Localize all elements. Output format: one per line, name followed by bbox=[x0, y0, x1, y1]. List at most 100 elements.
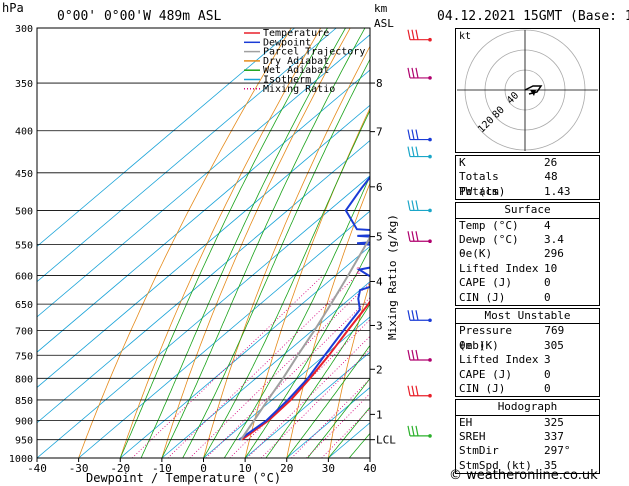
asl-label: ASL bbox=[374, 17, 394, 30]
wind-barb-flag bbox=[407, 231, 411, 242]
wind-barb-flag bbox=[407, 310, 411, 321]
y2-axis-label: Mixing Ratio (g/kg) bbox=[386, 214, 399, 340]
mixing-ratio-label: 3 bbox=[377, 267, 382, 276]
surface-row: θe(K) 296 bbox=[459, 247, 564, 261]
index-row-k: K 26 bbox=[459, 156, 558, 169]
wind-barb-flag bbox=[415, 67, 419, 79]
pressure-tick-label: 650 bbox=[15, 300, 33, 311]
pressure-tick-label: 300 bbox=[15, 24, 33, 35]
pressure-tick-label: 450 bbox=[15, 169, 33, 180]
wind-barb-point bbox=[428, 393, 432, 398]
km-tick-label: 8 bbox=[376, 77, 383, 90]
wind-barb-flag bbox=[415, 310, 419, 321]
hodograph-row: StmSpd (kt) 35 bbox=[459, 458, 558, 472]
wet-adiabat bbox=[328, 406, 370, 458]
datetime-title: 04.12.2021 15GMT (Base: 12) bbox=[437, 9, 629, 24]
temp-tick-label: -20 bbox=[110, 462, 130, 475]
wind-barb-point bbox=[428, 137, 432, 142]
isotherm bbox=[119, 245, 370, 458]
hodograph-row: EH 325 bbox=[459, 415, 564, 429]
wind-barb-point bbox=[428, 318, 432, 323]
wind-barb-flag bbox=[407, 146, 411, 157]
mixing-ratio-label: 2 bbox=[356, 267, 361, 276]
isotherm bbox=[37, 69, 370, 353]
legend-entry: Wet Adiabat bbox=[263, 65, 329, 76]
wind-barb-flag bbox=[411, 349, 415, 361]
mixing-ratio-label: 8 bbox=[431, 267, 436, 276]
skewt-plot-lines: 2 3 4 6 8 10 16 20 25 bbox=[37, 28, 629, 458]
km-label: km bbox=[374, 2, 388, 15]
surface-title: Surface bbox=[456, 203, 599, 219]
dry-adiabat bbox=[78, 28, 292, 458]
pressure-tick-label: 600 bbox=[15, 272, 33, 283]
wind-barb-point bbox=[428, 208, 432, 213]
wind-barb-flag bbox=[415, 200, 419, 211]
pressure-tick-label: 550 bbox=[15, 240, 33, 251]
km-tick-label: 2 bbox=[376, 363, 383, 376]
index-row-pw: PW (cm) 1.43 bbox=[459, 184, 571, 198]
km-tick-label: 5 bbox=[376, 231, 383, 244]
unstable-row: Lifted Index 3 bbox=[459, 353, 551, 367]
surface-row: CAPE (J) 0 bbox=[459, 276, 551, 290]
wind-barb-point bbox=[428, 154, 432, 159]
wind-barb-flag bbox=[407, 67, 411, 79]
isotherm bbox=[203, 316, 370, 458]
pressure-tick-label: 350 bbox=[15, 79, 33, 90]
surface-row: Dewp (°C) 3.4 bbox=[459, 232, 564, 246]
legend-entry: Mixing Ratio bbox=[263, 84, 335, 95]
surface-box: Surface Temp (°C) 4 Dewp (°C) 3.4 θe(K) 296… bbox=[455, 202, 600, 306]
wind-barb-flag bbox=[407, 200, 411, 211]
wind-barb-point bbox=[428, 37, 432, 42]
temp-tick-label: 10 bbox=[239, 462, 252, 475]
isotherm bbox=[37, 139, 370, 424]
hodograph-frame bbox=[455, 28, 600, 153]
km-tick-label: 1 bbox=[376, 408, 383, 421]
wind-barb-point bbox=[428, 434, 432, 438]
pressure-tick-label: 1000 bbox=[9, 454, 33, 465]
wind-barb-flag bbox=[415, 425, 419, 437]
mixing-ratio-line bbox=[247, 335, 370, 458]
mixing-ratio-line bbox=[189, 282, 370, 458]
dry-adiabat bbox=[618, 28, 629, 458]
unstable-row: Pressure (mb) 769 bbox=[459, 324, 565, 352]
legend-entry: Dry Adiabat bbox=[263, 56, 329, 67]
wind-barb-point bbox=[428, 76, 432, 80]
mixing-ratio-label: 10 bbox=[442, 267, 452, 276]
wind-barb-point bbox=[428, 239, 432, 244]
hodograph-row: SREH 337 bbox=[459, 430, 564, 444]
wind-barb-flag bbox=[415, 385, 419, 396]
km-tick-label: 6 bbox=[376, 181, 383, 194]
wind-barb-flag bbox=[415, 349, 419, 361]
hodograph-row: StmDir 297° bbox=[459, 444, 571, 458]
pressure-tick-label: 750 bbox=[15, 351, 33, 362]
wind-barb-flag bbox=[411, 129, 415, 140]
pressure-tick-label: 950 bbox=[15, 436, 33, 447]
wind-barb-flag bbox=[411, 310, 415, 321]
hodograph-box: Hodograph EH 325 SREH 337 StmDir 297° StmSp… bbox=[455, 399, 600, 475]
isotherm bbox=[37, 175, 370, 458]
isotherm bbox=[161, 281, 370, 458]
location-title: 0°00' 0°00'W 489m ASL bbox=[57, 9, 222, 24]
wet-adiabat bbox=[265, 303, 370, 458]
legend-entry: Dewpoint bbox=[263, 37, 311, 48]
wind-barb-flag bbox=[411, 425, 415, 437]
wind-barb-point bbox=[428, 358, 432, 362]
hodograph-title: Hodograph bbox=[456, 400, 599, 416]
legend-entry: Parcel Trajectory bbox=[263, 47, 365, 58]
legend-entry: Isotherm bbox=[263, 75, 311, 86]
temp-tick-label: 30 bbox=[322, 462, 335, 475]
profile-dewpoint bbox=[238, 175, 370, 441]
profile-parcel-trajectory bbox=[240, 235, 370, 441]
pressure-tick-label: 500 bbox=[15, 206, 33, 217]
temp-tick-label: 20 bbox=[280, 462, 293, 475]
x-axis-label: Dewpoint / Temperature (°C) bbox=[86, 471, 281, 485]
pressure-tick-label: 800 bbox=[15, 374, 33, 385]
pressure-tick-label: 400 bbox=[15, 127, 33, 138]
unstable-title: Most Unstable bbox=[456, 309, 599, 325]
km-tick-label: 7 bbox=[376, 126, 383, 139]
isotherm bbox=[37, 28, 337, 283]
km-tick-label: 3 bbox=[376, 319, 383, 332]
wind-barb-flag bbox=[415, 231, 419, 242]
